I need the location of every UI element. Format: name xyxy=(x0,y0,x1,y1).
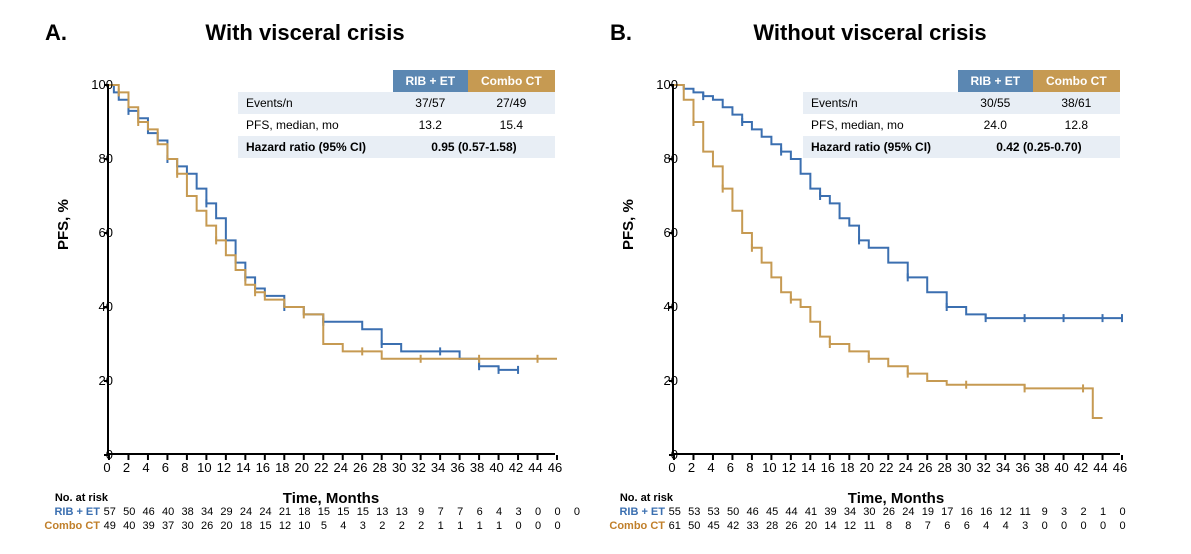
stats-table-a: RIB + ET Combo CT Events/n 37/57 27/49 P… xyxy=(238,70,555,158)
xtick-label: 0 xyxy=(97,460,117,475)
xtick-label: 12 xyxy=(779,460,799,475)
xtick-label: 6 xyxy=(720,460,740,475)
ytick-label: 60 xyxy=(77,225,113,240)
xtick-label: 32 xyxy=(974,460,994,475)
xtick-label: 18 xyxy=(837,460,857,475)
xtick-label: 36 xyxy=(448,460,468,475)
ytick-label: 40 xyxy=(642,299,678,314)
risk-row-ribet-a: RIB + ET57504640383429242421181515151313… xyxy=(34,505,587,519)
stats-events-v1-b: 30/55 xyxy=(958,92,1033,114)
xtick-label: 34 xyxy=(428,460,448,475)
stats-median-label-b: PFS, median, mo xyxy=(803,114,958,136)
xtick-label: 24 xyxy=(331,460,351,475)
xtick-label: 8 xyxy=(175,460,195,475)
risk-label-combo-b: Combo CT xyxy=(599,519,665,533)
xtick-label: 4 xyxy=(136,460,156,475)
xtick-label: 28 xyxy=(370,460,390,475)
stats-events-v2-b: 38/61 xyxy=(1033,92,1120,114)
xtick-label: 12 xyxy=(214,460,234,475)
xtick-label: 42 xyxy=(506,460,526,475)
xtick-label: 46 xyxy=(545,460,565,475)
xtick-label: 18 xyxy=(272,460,292,475)
stats-hr-label-a: Hazard ratio (95% CI) xyxy=(238,136,393,158)
xtick-label: 26 xyxy=(915,460,935,475)
xtick-label: 22 xyxy=(876,460,896,475)
stats-hdr-ribet-a: RIB + ET xyxy=(393,70,468,92)
xtick-label: 6 xyxy=(155,460,175,475)
ytick-label: 80 xyxy=(77,151,113,166)
stats-hr-value-b: 0.42 (0.25-0.70) xyxy=(958,136,1120,158)
xtick-label: 38 xyxy=(467,460,487,475)
xtick-label: 16 xyxy=(818,460,838,475)
xtick-label: 44 xyxy=(1091,460,1111,475)
xtick-label: 42 xyxy=(1071,460,1091,475)
xtick-label: 30 xyxy=(389,460,409,475)
risk-row-ribet-b: RIB + ET55535350464544413934302624191716… xyxy=(599,505,1132,519)
ytick-label: 60 xyxy=(642,225,678,240)
risk-label-combo-a: Combo CT xyxy=(34,519,100,533)
risk-label-ribet-b: RIB + ET xyxy=(599,505,665,519)
xtick-label: 10 xyxy=(759,460,779,475)
ytick-label: 20 xyxy=(77,373,113,388)
ytick-label: 80 xyxy=(642,151,678,166)
xtick-label: 2 xyxy=(116,460,136,475)
stats-hdr-combo-b: Combo CT xyxy=(1033,70,1120,92)
risk-label-ribet-a: RIB + ET xyxy=(34,505,100,519)
stats-events-label-a: Events/n xyxy=(238,92,393,114)
xtick-label: 20 xyxy=(292,460,312,475)
ytick-label: 40 xyxy=(77,299,113,314)
stats-table-b: RIB + ET Combo CT Events/n 30/55 38/61 P… xyxy=(803,70,1120,158)
panel-title-b: Without visceral crisis xyxy=(610,20,1130,46)
stats-hr-label-b: Hazard ratio (95% CI) xyxy=(803,136,958,158)
xtick-label: 32 xyxy=(409,460,429,475)
stats-events-v2-a: 27/49 xyxy=(468,92,555,114)
stats-median-v1-a: 13.2 xyxy=(393,114,468,136)
xtick-label: 38 xyxy=(1032,460,1052,475)
xtick-label: 26 xyxy=(350,460,370,475)
xtick-label: 8 xyxy=(740,460,760,475)
risk-block-a: No. at risk RIB + ET57504640383429242421… xyxy=(34,491,587,533)
risk-header-b: No. at risk xyxy=(599,491,673,505)
xtick-label: 0 xyxy=(662,460,682,475)
xtick-label: 24 xyxy=(896,460,916,475)
y-axis-label-b: PFS, % xyxy=(620,199,637,250)
stats-hr-value-a: 0.95 (0.57-1.58) xyxy=(393,136,555,158)
stats-events-label-b: Events/n xyxy=(803,92,958,114)
xtick-label: 46 xyxy=(1110,460,1130,475)
xtick-label: 16 xyxy=(253,460,273,475)
stats-median-v2-a: 15.4 xyxy=(468,114,555,136)
stats-median-v1-b: 24.0 xyxy=(958,114,1033,136)
xtick-label: 4 xyxy=(701,460,721,475)
xtick-label: 30 xyxy=(954,460,974,475)
panel-title-a: With visceral crisis xyxy=(45,20,565,46)
xtick-label: 40 xyxy=(487,460,507,475)
ytick-label: 100 xyxy=(77,77,113,92)
y-axis-label-a: PFS, % xyxy=(55,199,72,250)
risk-row-combo-b: Combo CT61504542332826201412118876644300… xyxy=(599,519,1132,533)
xtick-label: 28 xyxy=(935,460,955,475)
ytick-label: 20 xyxy=(642,373,678,388)
xtick-label: 22 xyxy=(311,460,331,475)
xtick-label: 10 xyxy=(194,460,214,475)
xtick-label: 44 xyxy=(526,460,546,475)
stats-events-v1-a: 37/57 xyxy=(393,92,468,114)
xtick-label: 14 xyxy=(798,460,818,475)
risk-row-combo-a: Combo CT49403937302620181512105432221111… xyxy=(34,519,587,533)
stats-median-v2-b: 12.8 xyxy=(1033,114,1120,136)
stats-hdr-combo-a: Combo CT xyxy=(468,70,555,92)
xtick-label: 14 xyxy=(233,460,253,475)
xtick-label: 36 xyxy=(1013,460,1033,475)
stats-hdr-ribet-b: RIB + ET xyxy=(958,70,1033,92)
ytick-label: 100 xyxy=(642,77,678,92)
risk-block-b: No. at risk RIB + ET55535350464544413934… xyxy=(599,491,1132,533)
xtick-label: 20 xyxy=(857,460,877,475)
stats-median-label-a: PFS, median, mo xyxy=(238,114,393,136)
xtick-label: 34 xyxy=(993,460,1013,475)
xtick-label: 40 xyxy=(1052,460,1072,475)
risk-header-a: No. at risk xyxy=(34,491,108,505)
xtick-label: 2 xyxy=(681,460,701,475)
